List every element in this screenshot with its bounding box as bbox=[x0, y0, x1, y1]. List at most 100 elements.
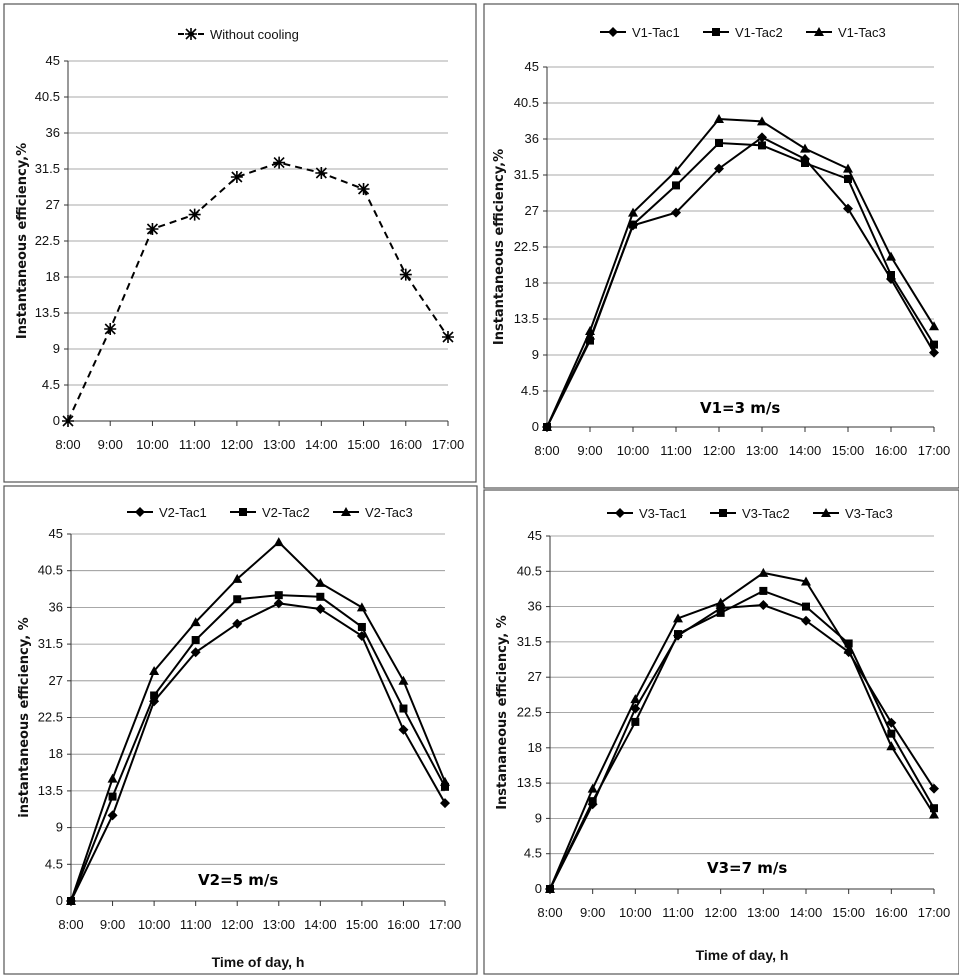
data-point bbox=[188, 208, 201, 221]
x-tick-label: 9:00 bbox=[98, 437, 123, 452]
data-point bbox=[542, 422, 552, 431]
data-point bbox=[929, 347, 939, 358]
data-point bbox=[929, 809, 939, 819]
x-tick-label: 11:00 bbox=[662, 905, 694, 920]
data-point bbox=[441, 782, 449, 791]
x-tick-label: 8:00 bbox=[537, 905, 562, 920]
speed-annotation: V3=7 m/s bbox=[707, 859, 787, 877]
chart-panel-2: 0 4.5 9 13.5 18 22.5 27 31.5 36 40.5 45 8:00 9:00 10:… bbox=[483, 3, 959, 489]
y-tick-label: 31.5 bbox=[514, 167, 539, 182]
data-point bbox=[930, 804, 938, 813]
data-point bbox=[843, 203, 853, 214]
chart-panel-1: 0 4.5 9 13.5 18 22.5 27 31.5 36 40.5 45 8:00 9:00 10:… bbox=[3, 3, 477, 483]
x-tick-label: 14:00 bbox=[789, 443, 822, 458]
data-point bbox=[844, 639, 853, 648]
legend-entry: V2-Tac2 bbox=[262, 505, 310, 520]
y-tick-label: 36 bbox=[46, 125, 60, 140]
legend-entry: V2-Tac1 bbox=[159, 505, 207, 520]
y-tick-label: 36 bbox=[528, 599, 542, 614]
data-point bbox=[315, 167, 328, 179]
legend-entry: V1-Tac1 bbox=[632, 25, 680, 40]
data-point bbox=[440, 798, 450, 809]
data-point bbox=[315, 604, 326, 615]
data-point bbox=[929, 321, 939, 331]
y-tick-label: 13.5 bbox=[517, 775, 542, 790]
data-point bbox=[232, 573, 243, 583]
data-point bbox=[802, 602, 810, 611]
data-point bbox=[274, 591, 283, 600]
data-point bbox=[631, 717, 640, 726]
data-point bbox=[107, 773, 118, 783]
y-tick-label: 18 bbox=[46, 269, 60, 284]
data-point bbox=[630, 694, 641, 704]
y-tick-label: 31.5 bbox=[38, 636, 63, 651]
data-point bbox=[398, 675, 409, 685]
legend-marker bbox=[719, 509, 727, 517]
data-point bbox=[440, 776, 450, 786]
y-tick-label: 27 bbox=[46, 197, 60, 212]
data-point bbox=[233, 595, 242, 604]
data-point bbox=[357, 183, 370, 195]
y-tick-label: 40.5 bbox=[517, 563, 542, 578]
y-tick-label: 22.5 bbox=[517, 705, 542, 720]
data-point bbox=[673, 613, 683, 623]
x-tick-label: 12:00 bbox=[221, 917, 254, 932]
x-tick-label: 16:00 bbox=[387, 917, 420, 932]
legend-marker bbox=[615, 508, 625, 518]
legend-marker bbox=[712, 28, 720, 36]
data-point bbox=[716, 608, 725, 617]
x-tick-label: 10:00 bbox=[138, 917, 171, 932]
data-point bbox=[588, 797, 597, 806]
y-tick-label: 45 bbox=[46, 53, 60, 68]
data-point bbox=[398, 724, 409, 735]
data-point bbox=[844, 175, 852, 183]
series-V1-Tac3 bbox=[542, 114, 939, 431]
legend-entry: V3-Tac2 bbox=[742, 506, 790, 521]
series-line bbox=[70, 540, 446, 902]
y-tick-label: 27 bbox=[49, 673, 63, 688]
y-tick-label: 18 bbox=[528, 740, 542, 755]
x-tick-label: 8:00 bbox=[55, 437, 80, 452]
data-point bbox=[66, 896, 76, 905]
data-point bbox=[273, 156, 286, 169]
data-point bbox=[108, 792, 117, 801]
y-tick-label: 0 bbox=[535, 881, 542, 896]
y-tick-label: 31.5 bbox=[517, 634, 542, 649]
x-tick-label: 12:00 bbox=[704, 905, 737, 920]
series-V2-Tac3 bbox=[66, 537, 450, 905]
y-tick-label: 45 bbox=[528, 528, 542, 543]
x-tick-label: 8:00 bbox=[534, 443, 559, 458]
data-point bbox=[107, 810, 118, 821]
x-tick-label: 9:00 bbox=[580, 905, 605, 920]
series-V3-Tac3 bbox=[545, 567, 939, 893]
legend-entry: V1-Tac2 bbox=[735, 25, 783, 40]
data-point bbox=[316, 592, 325, 601]
data-point bbox=[586, 336, 594, 345]
y-tick-label: 4.5 bbox=[42, 377, 60, 392]
y-tick-label: 13.5 bbox=[35, 305, 60, 320]
data-point bbox=[629, 220, 637, 229]
x-tick-label: 17:00 bbox=[918, 905, 951, 920]
y-tick-label: 27 bbox=[528, 669, 542, 684]
x-tick-label: 15:00 bbox=[832, 443, 865, 458]
y-tick-label: 0 bbox=[53, 413, 60, 428]
series-line bbox=[70, 602, 446, 902]
y-tick-label: 22.5 bbox=[514, 239, 539, 254]
x-tick-label: 13:00 bbox=[747, 905, 780, 920]
legend-entry: V3-Tac3 bbox=[845, 506, 893, 521]
x-tick-label: 16:00 bbox=[875, 443, 908, 458]
y-tick-label: 45 bbox=[49, 526, 63, 541]
data-point bbox=[801, 615, 811, 626]
data-point bbox=[191, 636, 200, 645]
x-tick-label: 13:00 bbox=[263, 437, 296, 452]
legend-marker bbox=[821, 508, 831, 517]
data-point bbox=[930, 340, 938, 349]
speed-annotation: V2=5 m/s bbox=[198, 871, 278, 889]
x-tick-label: 10:00 bbox=[619, 905, 652, 920]
y-tick-label: 4.5 bbox=[524, 846, 542, 861]
data-point bbox=[674, 630, 682, 639]
series-line bbox=[546, 141, 935, 428]
data-point bbox=[757, 116, 767, 126]
y-tick-label: 0 bbox=[56, 893, 63, 908]
